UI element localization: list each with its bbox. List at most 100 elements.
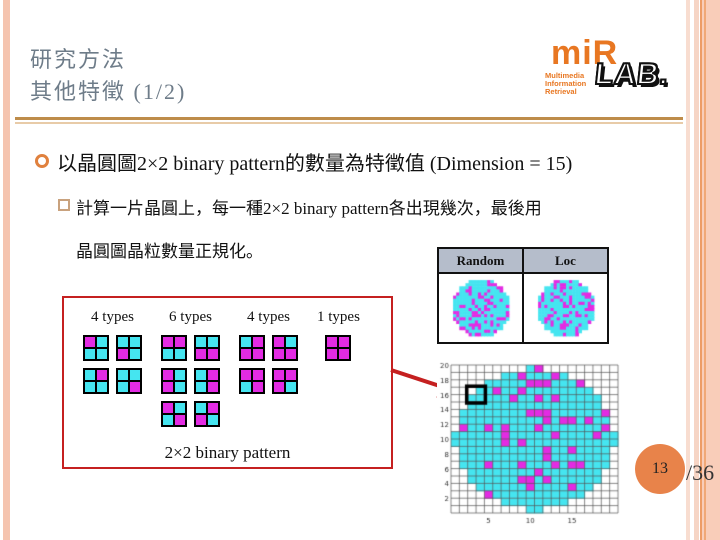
right-border-stripe-4 [702, 0, 720, 540]
binary-pattern [83, 335, 109, 361]
pattern-cell [97, 337, 107, 347]
pattern-cell [163, 403, 173, 413]
sub-bullet-text-line1: 計算一片晶圓上，每一種2×2 binary pattern各出現幾次，最後用 [76, 199, 542, 218]
pattern-grid [325, 335, 352, 361]
slide-title: 研究方法 其他特徵 (1/2) [30, 44, 186, 108]
pattern-cell [163, 370, 173, 380]
pattern-cell [274, 349, 284, 359]
pattern-cell [85, 370, 95, 380]
pattern-cell [130, 382, 140, 392]
sub-bullet-square-icon [58, 199, 70, 211]
pattern-group-label: 4 types [247, 309, 290, 325]
pattern-group: 1 types [317, 309, 360, 427]
wafer-cell-loc [522, 272, 609, 344]
pattern-group: 4 types [239, 309, 298, 427]
pattern-cell [97, 382, 107, 392]
right-border-stripe-2 [694, 0, 699, 540]
pattern-cell [286, 370, 296, 380]
right-border-stripe-3 [700, 0, 702, 540]
page-number-badge: 13 [635, 444, 685, 494]
pattern-cell [130, 349, 140, 359]
pattern-group-label: 6 types [169, 309, 212, 325]
pattern-cell [286, 382, 296, 392]
binary-pattern [272, 368, 298, 394]
pattern-box-caption: 2×2 binary pattern [164, 443, 291, 462]
bullet-ring-icon [35, 154, 49, 168]
pattern-group: 6 types [161, 309, 220, 427]
pattern-grid [239, 335, 298, 394]
wafer-cell-random [437, 272, 524, 344]
binary-pattern [161, 401, 187, 427]
binary-pattern [194, 401, 220, 427]
logo-mir-text: miR [551, 34, 619, 72]
wafer-class-table: Random Loc [437, 247, 609, 344]
pattern-cell [274, 382, 284, 392]
logo-lab-text: LAB. [592, 57, 671, 92]
binary-pattern [83, 368, 109, 394]
pattern-cell [286, 349, 296, 359]
wafer-image-random [449, 277, 512, 339]
pattern-cell [118, 382, 128, 392]
pattern-cell [175, 382, 185, 392]
binary-pattern [239, 368, 265, 394]
pattern-group-label: 1 types [317, 309, 360, 325]
wafer-table-image-row [437, 272, 609, 344]
wafer-image-loc [534, 277, 597, 339]
logo-subtitle: Multimedia Information Retrieval [545, 72, 586, 96]
wafer-map-plot [437, 361, 622, 526]
pattern-cell [163, 349, 173, 359]
pattern-cell [118, 370, 128, 380]
pattern-cell [241, 370, 251, 380]
pattern-cell [175, 403, 185, 413]
pattern-cell [163, 382, 173, 392]
wafer-table-header-random: Random [437, 247, 524, 274]
pattern-cell [241, 337, 251, 347]
pattern-cell [163, 337, 173, 347]
logo-subtitle-line: Multimedia [545, 71, 585, 80]
pattern-groups: 4 types 6 types 4 types 1 types [64, 309, 360, 427]
mir-lab-logo: miR Multimedia Information Retrieval LAB… [543, 36, 678, 111]
pattern-box: 4 types 6 types 4 types 1 types 2×2 binary … [62, 296, 393, 469]
pattern-cell [196, 370, 206, 380]
pattern-cell [196, 403, 206, 413]
pattern-cell [196, 382, 206, 392]
sub-bullet: 計算一片晶圓上，每一種2×2 binary pattern各出現幾次，最後用 [58, 194, 658, 219]
pattern-cell [118, 349, 128, 359]
wafer-table-header-row: Random Loc [437, 247, 609, 274]
pattern-grid [83, 335, 142, 394]
page-total: /36 [686, 460, 715, 485]
pattern-cell [208, 337, 218, 347]
pattern-cell [118, 337, 128, 347]
binary-pattern [161, 368, 187, 394]
binary-pattern [239, 335, 265, 361]
pattern-cell [241, 349, 251, 359]
sub-bullet-text-line2: 晶圓圖晶粒數量正規化。 [76, 242, 263, 261]
left-border-stripe [3, 0, 10, 540]
logo-subtitle-line: Information [545, 79, 587, 88]
pattern-cell [85, 349, 95, 359]
logo-subtitle-line: Retrieval [545, 87, 577, 96]
pattern-cell [196, 349, 206, 359]
pattern-cell [97, 349, 107, 359]
pattern-cell [274, 337, 284, 347]
pattern-cell [97, 370, 107, 380]
pattern-cell [175, 337, 185, 347]
pattern-group: 4 types [83, 309, 142, 427]
pattern-cell [130, 370, 140, 380]
pattern-cell [253, 337, 263, 347]
pattern-cell [241, 382, 251, 392]
page-number: 13 [652, 460, 668, 477]
pattern-cell [196, 337, 206, 347]
pattern-cell [327, 349, 338, 359]
binary-pattern [116, 335, 142, 361]
main-bullet-text: 以晶圓圖2×2 binary pattern的數量為特徵值 (Dimension… [57, 153, 573, 175]
pattern-cell [175, 370, 185, 380]
binary-pattern [194, 368, 220, 394]
pattern-cell [274, 370, 284, 380]
title-line-1: 研究方法 [30, 47, 127, 72]
pattern-cell [175, 415, 185, 425]
pattern-cell [130, 337, 140, 347]
right-border-stripe-1 [686, 0, 690, 540]
pattern-cell [208, 415, 218, 425]
binary-pattern [194, 335, 220, 361]
